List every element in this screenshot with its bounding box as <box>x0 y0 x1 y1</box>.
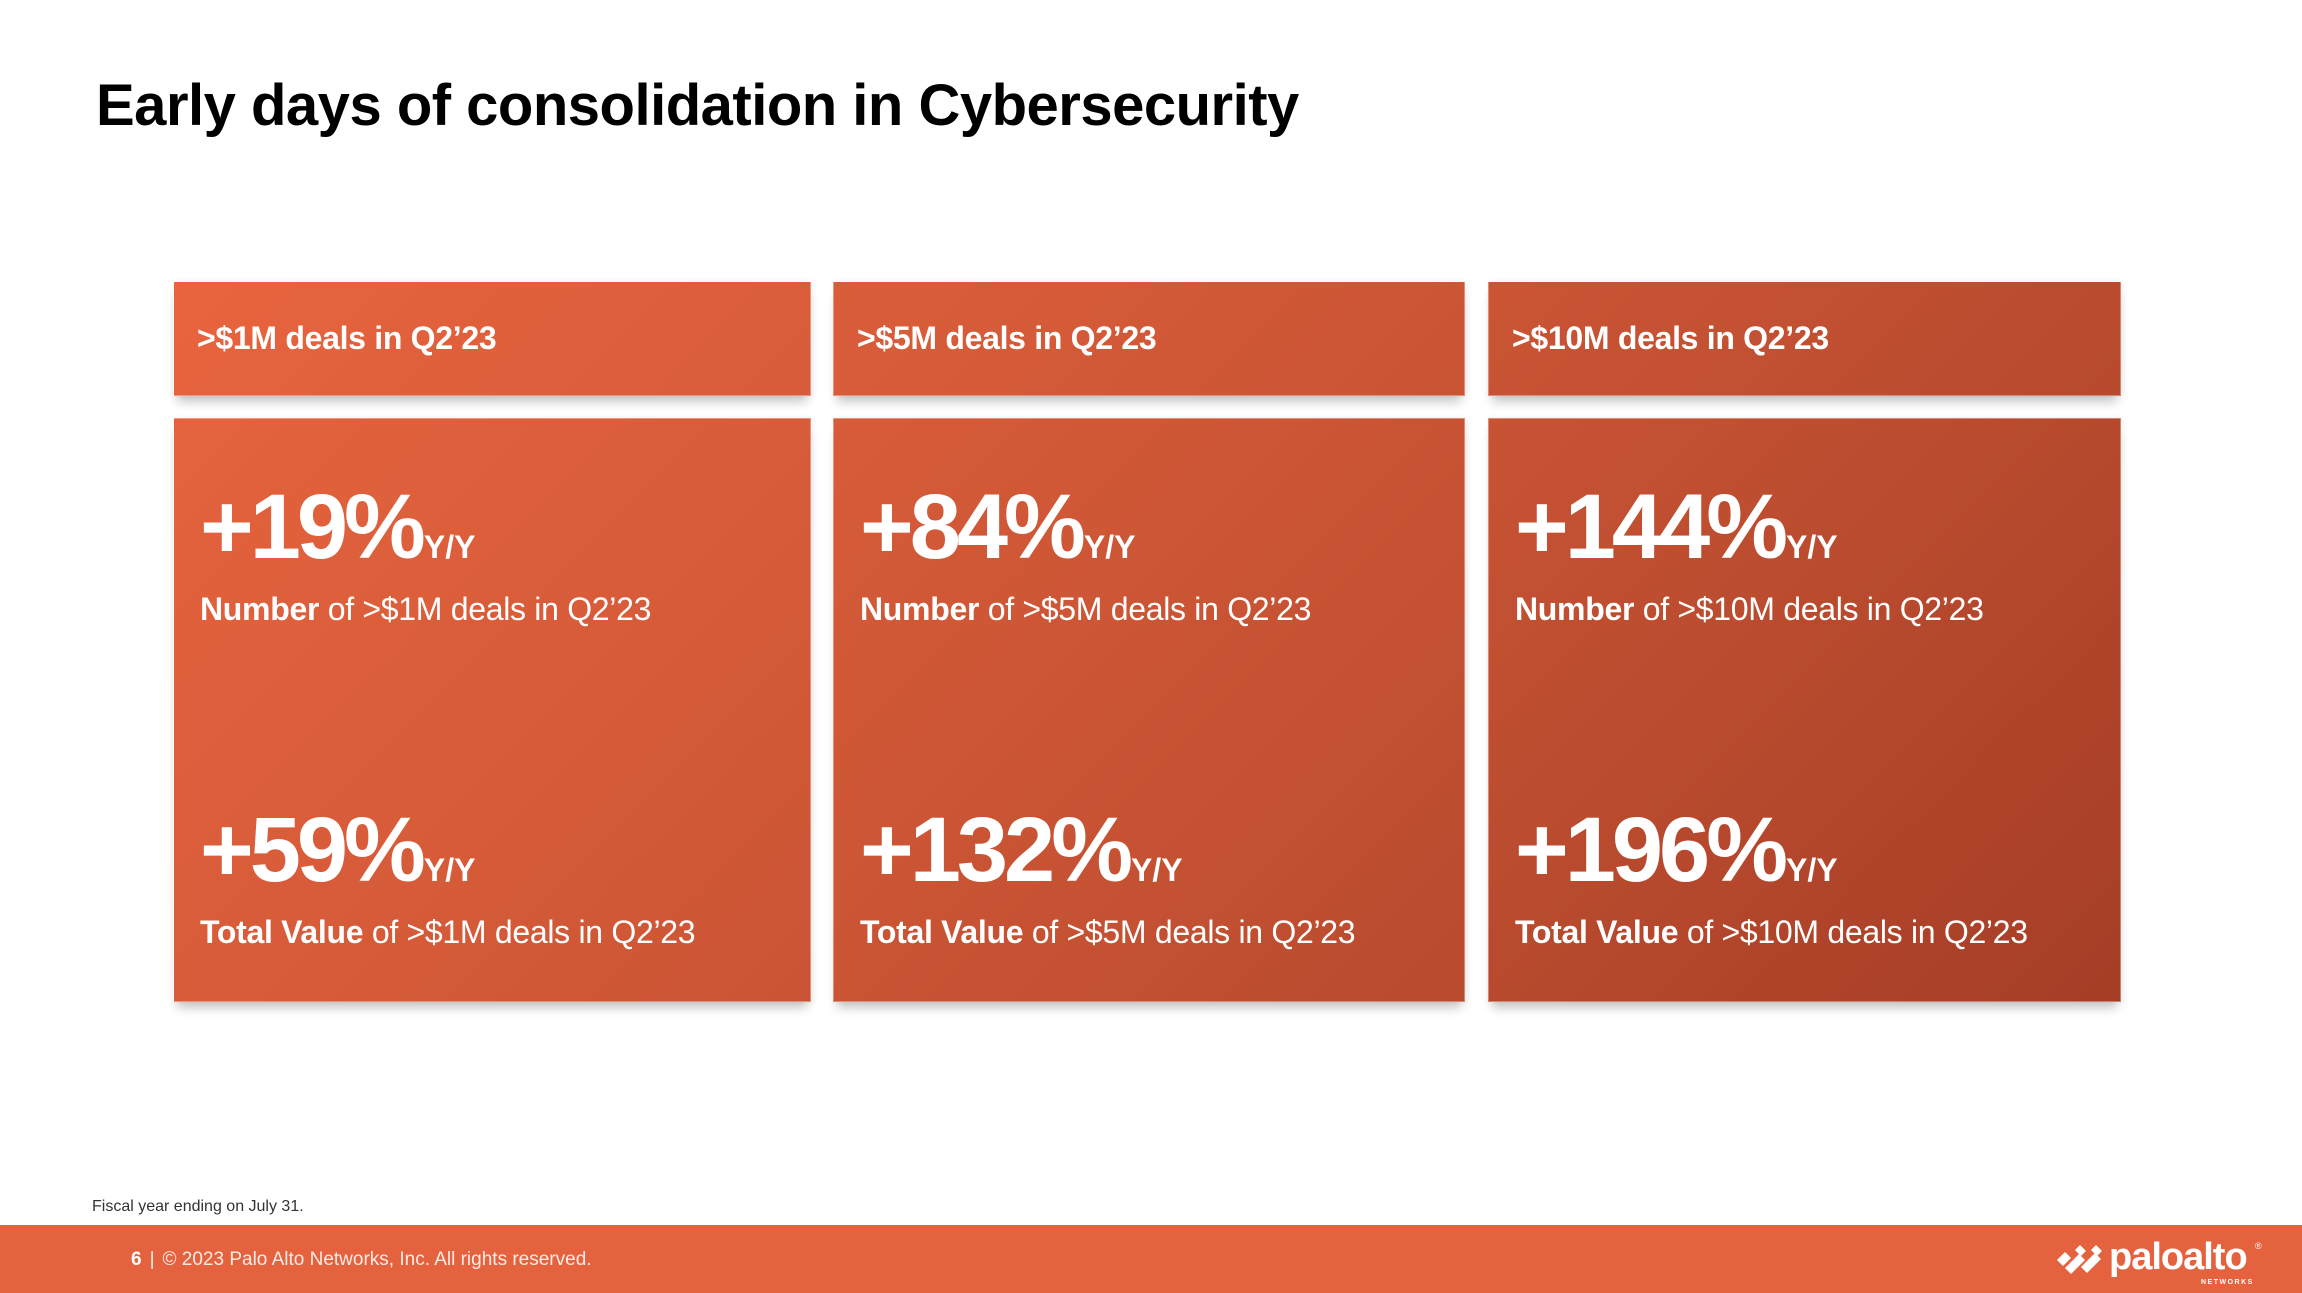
stat-description-bold: Number <box>1515 591 1635 627</box>
stat-description-bold: Total Value <box>860 914 1024 950</box>
stat-number-10m: +144% Y/Y Number of >$10M deals in Q2’23 <box>1515 481 1984 628</box>
footer-bar: 6 | © 2023 Palo Alto Networks, Inc. All ri… <box>0 1225 2302 1293</box>
stat-description-rest: of >$5M deals in Q2’23 <box>1023 914 1356 950</box>
stat-description: Number of >$5M deals in Q2’23 <box>860 591 1311 628</box>
logo-registered-mark: ® <box>2255 1241 2262 1251</box>
stat-description-rest: of >$1M deals in Q2’23 <box>319 591 652 627</box>
card-body-10m: +144% Y/Y Number of >$10M deals in Q2’23… <box>1488 418 2121 1002</box>
logo-wordmark: paloalto <box>2109 1236 2248 1278</box>
stat-description-rest: of >$10M deals in Q2’23 <box>1634 591 1984 627</box>
footnote: Fiscal year ending on July 31. <box>92 1198 304 1215</box>
stat-description-rest: of >$5M deals in Q2’23 <box>979 591 1312 627</box>
stat-value: +196% <box>1515 799 1788 901</box>
stat-unit: Y/Y <box>1083 529 1136 565</box>
stat-unit: Y/Y <box>1786 529 1838 565</box>
stat-value: +144% <box>1515 476 1788 578</box>
card-header-1m: >$1M deals in Q2’23 <box>173 281 811 396</box>
footer-copyright: 6 | © 2023 Palo Alto Networks, Inc. All ri… <box>131 1249 592 1271</box>
stat-total-value-10m: +196% Y/Y Total Value of >$10M deals in … <box>1515 804 2028 951</box>
stat-description-bold: Number <box>200 591 320 627</box>
card-header-10m: >$10M deals in Q2’23 <box>1488 281 2121 396</box>
stat-description: Total Value of >$5M deals in Q2’23 <box>860 914 1356 951</box>
stat-unit: Y/Y <box>1131 852 1183 888</box>
stat-number-1m: +19% Y/Y Number of >$1M deals in Q2’23 <box>200 481 651 628</box>
stat-number-5m: +84% Y/Y Number of >$5M deals in Q2’23 <box>860 481 1311 628</box>
stat-value: +84% <box>860 476 1086 578</box>
stat-total-value-1m: +59% Y/Y Total Value of >$1M deals in Q2… <box>200 799 696 951</box>
stat-description-rest: of >$1M deals in Q2’23 <box>363 914 696 950</box>
card-header-label: >$1M deals in Q2’23 <box>197 320 497 356</box>
stat-unit: Y/Y <box>423 529 476 565</box>
footer-separator: | <box>149 1249 155 1270</box>
stat-description: Total Value of >$10M deals in Q2’23 <box>1515 914 2028 951</box>
stat-value: +19% <box>200 476 426 578</box>
card-body-1m: +19% Y/Y Number of >$1M deals in Q2’23 +… <box>173 418 811 1002</box>
stat-value: +59% <box>200 799 426 901</box>
card-header-label: >$10M deals in Q2’23 <box>1512 320 1829 356</box>
stat-description-rest: of >$10M deals in Q2’23 <box>1678 914 2028 950</box>
stat-description-bold: Number <box>860 591 980 627</box>
stat-description-bold: Total Value <box>1515 914 1679 950</box>
stat-description: Number of >$1M deals in Q2’23 <box>200 591 651 628</box>
slide-title: Early days of consolidation in Cybersecu… <box>96 73 1299 138</box>
paloalto-logo: paloalto ® NETWORKS <box>2055 1235 2265 1286</box>
copyright-text: © 2023 Palo Alto Networks, Inc. All righ… <box>162 1249 592 1270</box>
card-body-5m: +84% Y/Y Number of >$5M deals in Q2’23 +… <box>833 418 1465 1002</box>
stat-description: Total Value of >$1M deals in Q2’23 <box>200 914 696 951</box>
stat-unit: Y/Y <box>1786 852 1838 888</box>
stat-value: +132% <box>860 799 1133 901</box>
stat-description: Number of >$10M deals in Q2’23 <box>1515 591 1984 628</box>
stat-description-bold: Total Value <box>200 914 364 950</box>
logo-subtext: NETWORKS <box>2201 1279 2254 1286</box>
card-header-5m: >$5M deals in Q2’23 <box>833 281 1465 396</box>
stat-total-value-5m: +132% Y/Y Total Value of >$5M deals in Q… <box>860 799 1356 951</box>
paloalto-chevron-icon <box>2057 1245 2102 1274</box>
page-number: 6 <box>131 1249 142 1270</box>
stat-unit: Y/Y <box>423 852 476 888</box>
card-header-label: >$5M deals in Q2’23 <box>857 320 1157 356</box>
